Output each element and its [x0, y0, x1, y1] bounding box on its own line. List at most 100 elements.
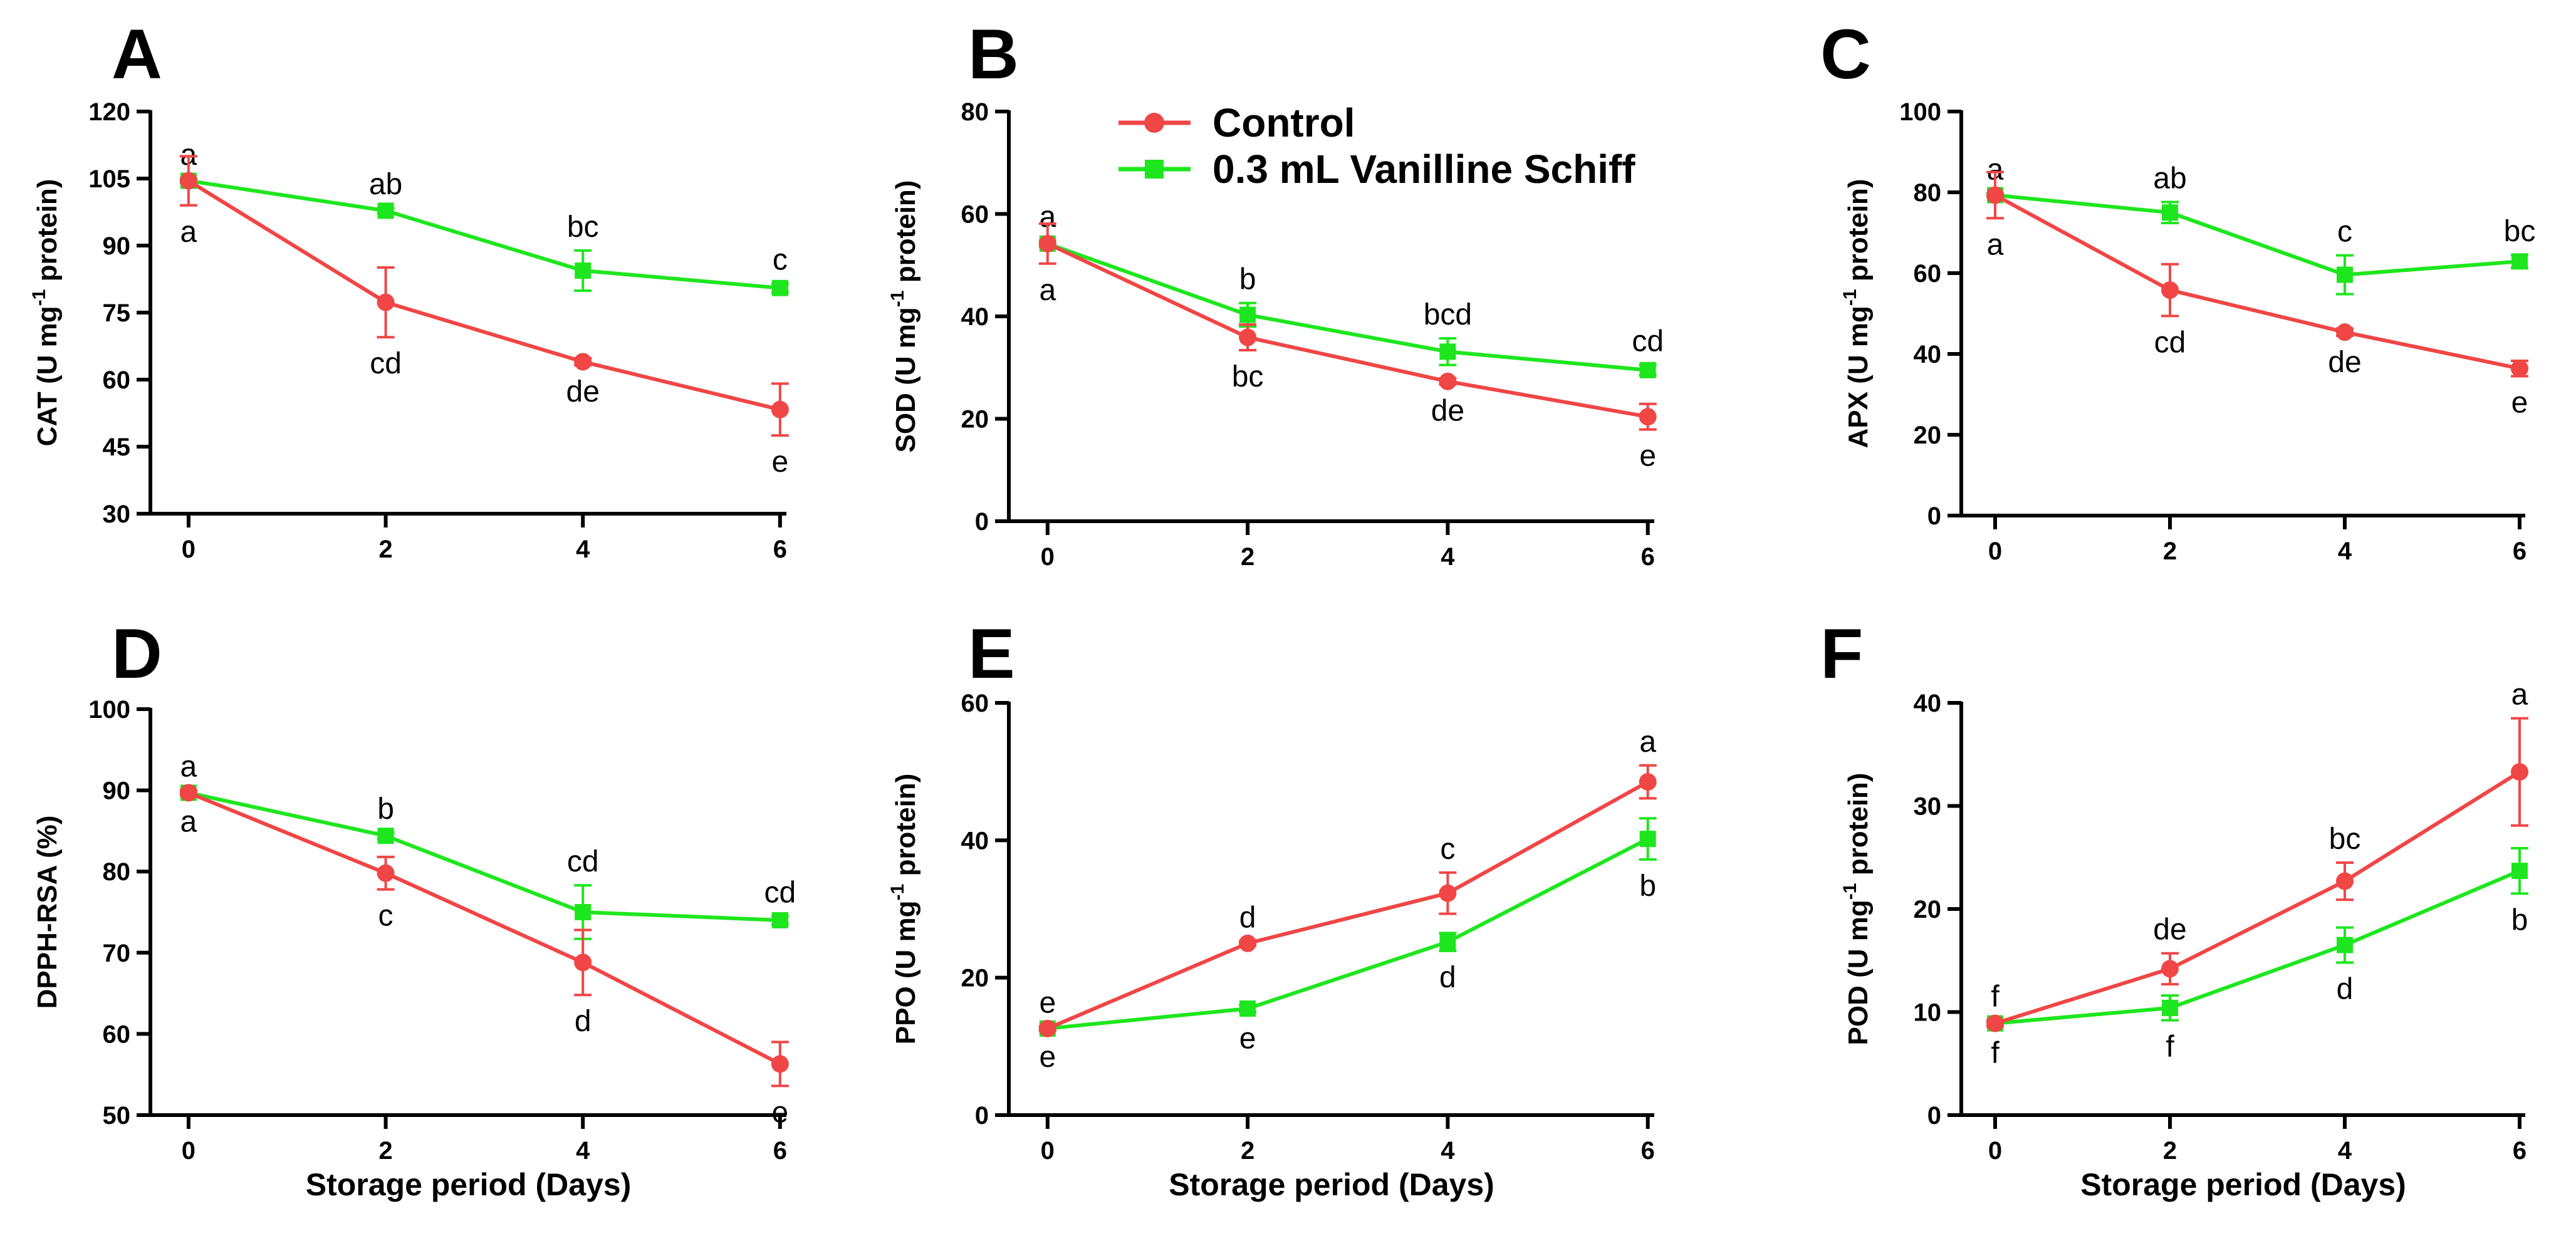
x-tick-label: 6	[1641, 1137, 1655, 1165]
series-line	[1995, 770, 2521, 1026]
data-point-control	[1038, 1019, 1056, 1037]
significance-letter: de	[2153, 913, 2186, 947]
significance-letter: de	[1431, 395, 1464, 428]
significance-letter: e	[1239, 1022, 1256, 1056]
data-point-vanilline-schiff	[2337, 266, 2353, 283]
series-line	[1047, 837, 1649, 1031]
significance-letter: c	[2337, 216, 2352, 249]
y-tick-label: 75	[103, 299, 131, 327]
legend-swatch-marker	[1144, 113, 1164, 133]
significance-letter: e	[1039, 1041, 1056, 1074]
data-point-control	[1439, 884, 1457, 902]
significance-letter: cd	[1632, 325, 1664, 358]
significance-letter: b	[1239, 263, 1256, 296]
y-axis-label-part: DPPH-RSA (%)	[32, 816, 63, 1009]
significance-letter: cd	[764, 876, 796, 909]
y-tick-label: 80	[1914, 179, 1942, 207]
data-point-vanilline-schiff	[1639, 831, 1656, 848]
data-point-control	[179, 784, 197, 802]
panel-f: F 0 10 20 30 40 0 2 4 6 POD (U mg-1 protein) Storag…	[1820, 615, 2528, 1202]
y-tick-label: 0	[975, 508, 989, 536]
data-point-vanilline-schiff	[771, 279, 788, 296]
y-axis-label-part: protein)	[32, 179, 63, 289]
significance-letter: e	[1039, 987, 1056, 1020]
data-point-control	[2511, 360, 2528, 378]
y-axis-label: APX (U mg-1 protein)	[1840, 179, 1874, 448]
significance-letter: e	[1639, 440, 1656, 473]
x-tick-label: 0	[1041, 1137, 1055, 1165]
significance-letter: bc	[1232, 360, 1264, 393]
significance-letter: de	[566, 375, 600, 408]
y-axis-label-part: -1	[887, 291, 908, 308]
series-line	[1995, 193, 2520, 277]
significance-letter: c	[773, 244, 788, 277]
y-axis-label-part: -1	[1840, 883, 1860, 900]
x-tick-label: 6	[2513, 1137, 2526, 1165]
x-tick-label: 2	[2163, 538, 2177, 565]
series-line	[1046, 242, 1649, 419]
significance-letter: e	[2511, 386, 2528, 419]
panel-letter: E	[968, 615, 1015, 693]
significance-letter: a	[1039, 274, 1056, 307]
y-axis-label-part: -1	[887, 884, 908, 901]
significance-letter: f	[1991, 1037, 2000, 1070]
y-axis-label-part: protein)	[1843, 179, 1874, 289]
y-axis-label-part: protein)	[890, 180, 921, 291]
y-axis-label: SOD (U mg-1 protein)	[887, 180, 921, 453]
significance-letter: a	[180, 805, 197, 838]
y-axis-label-part: protein)	[890, 774, 921, 884]
series-line	[187, 791, 781, 1066]
y-axis-label-part: -1	[29, 289, 50, 306]
series-control: a cd de e	[1986, 170, 2528, 419]
x-tick-label: 2	[378, 1137, 392, 1165]
significance-letter: b	[1639, 870, 1656, 903]
y-tick-label: 30	[103, 501, 131, 528]
significance-letter: ab	[369, 168, 402, 201]
data-point-vanilline-schiff	[1639, 361, 1656, 378]
y-tick-label: 0	[1927, 502, 1941, 530]
y-tick-label: 100	[1899, 98, 1941, 126]
x-tick-label: 2	[2163, 1137, 2177, 1165]
legend-item-vanilline-schiff: 0.3 mL Vanilline Schiff	[1119, 147, 1635, 192]
y-axis-label-part: -1	[1840, 289, 1860, 306]
significance-letter: a	[180, 750, 197, 784]
data-point-vanilline-schiff	[575, 262, 592, 279]
significance-letter: d	[575, 1005, 592, 1038]
data-point-vanilline-schiff	[2511, 253, 2528, 270]
series-line	[1994, 193, 2520, 371]
y-tick-label: 80	[103, 858, 131, 886]
y-tick-label: 80	[961, 98, 989, 126]
data-point-control	[1986, 1014, 2004, 1032]
series-vanilline-schiff: a b bcd cd	[1038, 200, 1664, 378]
significance-letter: a	[180, 216, 197, 249]
significance-letter: bc	[2504, 215, 2536, 248]
legend-label: 0.3 mL Vanilline Schiff	[1212, 147, 1635, 192]
series-line	[1046, 780, 1649, 1031]
series-line	[188, 791, 780, 922]
data-point-vanilline-schiff	[771, 911, 788, 928]
y-axis-label-part: protein)	[1843, 773, 1874, 883]
data-point-control	[1639, 773, 1657, 791]
data-point-control	[2336, 323, 2354, 341]
x-tick-label: 4	[1441, 1137, 1455, 1165]
y-tick-label: 0	[1927, 1102, 1941, 1130]
series-vanilline-schiff: a b cd cd	[179, 750, 796, 940]
panel-letter: F	[1820, 615, 1863, 693]
significance-letter: f	[1991, 980, 2000, 1014]
legend-item-control: Control	[1119, 100, 1355, 145]
significance-letter: a	[1639, 725, 1656, 759]
x-tick-label: 2	[1241, 543, 1254, 571]
y-axis-label-part: CAT (U mg	[32, 306, 63, 446]
legend-swatch-marker	[1145, 160, 1164, 179]
y-axis-label: DPPH-RSA (%)	[32, 816, 63, 1009]
x-tick-label: 6	[773, 1137, 787, 1165]
y-tick-label: 10	[1914, 999, 1942, 1027]
data-point-vanilline-schiff	[2162, 204, 2178, 221]
panel-a: A 30 45 60 75 90 105 120 0 2 4 6 CAT (U mg-1 protein…	[29, 15, 789, 563]
data-point-control	[1239, 328, 1257, 346]
x-tick-label: 0	[1041, 543, 1055, 571]
data-point-vanilline-schiff	[377, 828, 394, 844]
significance-letter: cd	[370, 347, 402, 380]
y-tick-label: 40	[961, 303, 989, 331]
